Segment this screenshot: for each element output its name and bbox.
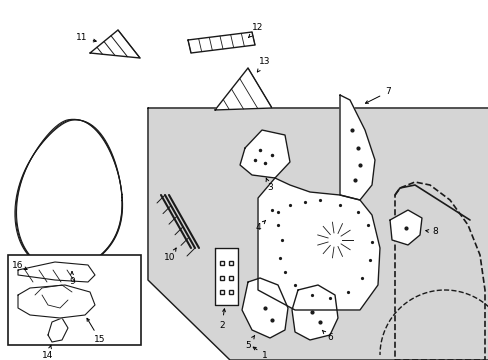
Text: 6: 6 (322, 330, 332, 342)
Polygon shape (389, 210, 421, 245)
Text: 15: 15 (87, 318, 105, 345)
Text: 3: 3 (265, 178, 272, 193)
Polygon shape (291, 285, 337, 340)
Text: 14: 14 (42, 345, 54, 360)
Polygon shape (148, 108, 488, 360)
Polygon shape (215, 248, 238, 305)
Polygon shape (339, 95, 374, 200)
Polygon shape (18, 262, 95, 282)
Polygon shape (242, 278, 287, 338)
Polygon shape (258, 178, 379, 310)
Text: 7: 7 (365, 87, 390, 103)
Text: 16: 16 (12, 261, 27, 270)
Text: 10: 10 (164, 248, 176, 262)
Text: 11: 11 (76, 33, 96, 42)
Text: 4: 4 (255, 220, 265, 233)
Text: 8: 8 (425, 228, 437, 237)
Text: 9: 9 (69, 272, 75, 287)
Text: 2: 2 (219, 309, 225, 329)
Polygon shape (18, 285, 95, 318)
Polygon shape (215, 68, 271, 110)
Polygon shape (90, 30, 140, 58)
Text: 1: 1 (253, 347, 267, 360)
Text: 12: 12 (248, 23, 263, 37)
Text: 13: 13 (257, 58, 270, 72)
Polygon shape (187, 32, 254, 53)
Bar (8, 255, 141, 345)
Text: 5: 5 (244, 336, 254, 350)
Polygon shape (48, 318, 68, 342)
Polygon shape (240, 130, 289, 178)
